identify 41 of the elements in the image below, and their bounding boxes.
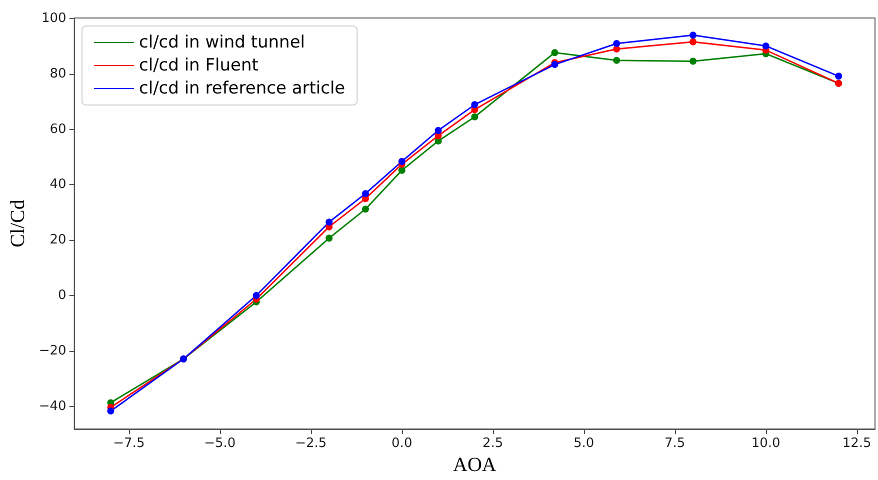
y-tick-label: 60 <box>50 122 66 137</box>
legend-label: cl/cd in wind tunnel <box>139 32 306 52</box>
y-tick-label: 100 <box>42 11 66 26</box>
point <box>690 58 697 65</box>
y-tick-label: −40 <box>38 398 66 414</box>
point <box>107 408 114 414</box>
y-tick-label: −20 <box>38 343 66 358</box>
point <box>835 72 842 80</box>
point <box>613 56 620 64</box>
legend-label: cl/cd in Fluent <box>139 56 259 76</box>
x-tick-label: 7.5 <box>664 436 686 451</box>
point <box>613 40 620 47</box>
point <box>398 158 406 165</box>
legend-label: cl/cd in reference article <box>139 78 346 98</box>
point <box>362 206 369 213</box>
y-tick-label: 0 <box>58 288 66 304</box>
x-tick-label: 10.0 <box>751 436 780 451</box>
x-tick-label: 12.5 <box>842 436 872 451</box>
x-tick-label: −7.5 <box>113 436 145 451</box>
point <box>690 32 697 39</box>
point <box>326 234 333 242</box>
point <box>762 42 770 50</box>
y-tick-label: 40 <box>50 177 66 192</box>
x-tick-label: 5.0 <box>574 436 594 451</box>
y-tick-label: 80 <box>50 66 66 82</box>
point <box>551 49 558 56</box>
point <box>252 292 260 300</box>
point <box>471 113 478 120</box>
point <box>471 101 478 108</box>
x-axis-title: AOA <box>452 454 497 476</box>
y-axis-title: Cl/Cd <box>7 200 29 248</box>
x-tick-label: 0.0 <box>392 436 412 451</box>
point <box>398 166 406 174</box>
x-tick-label: 2.5 <box>482 436 504 451</box>
point <box>690 38 697 46</box>
point <box>362 190 369 198</box>
point <box>434 126 442 134</box>
x-tick-label: −2.5 <box>295 436 327 451</box>
point <box>326 218 333 226</box>
y-tick-label: 20 <box>50 232 66 248</box>
x-tick-label: −5.0 <box>204 436 236 451</box>
